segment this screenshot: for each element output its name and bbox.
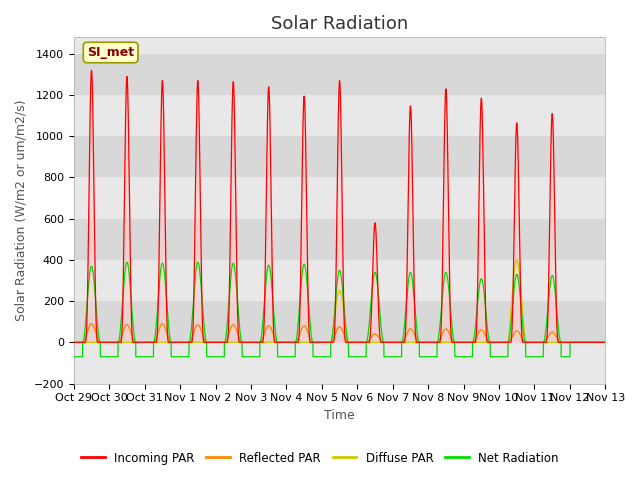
Bar — [74, 301, 605, 342]
Reflected PAR — [320, 339, 328, 345]
Legend: Incoming PAR, Reflected PAR, Diffuse PAR, Net Radiation: Incoming PAR, Reflected PAR, Diffuse PAR… — [76, 447, 564, 469]
Incoming PAR — [459, 339, 467, 345]
Text: SI_met: SI_met — [87, 46, 134, 59]
Diffuse PAR — [429, 339, 437, 345]
Title: Solar Radiation: Solar Radiation — [271, 15, 408, 33]
Net Radiation — [601, 339, 609, 345]
Bar — [74, 95, 605, 136]
Y-axis label: Solar Radiation (W/m2 or um/m2/s): Solar Radiation (W/m2 or um/m2/s) — [15, 100, 28, 321]
Incoming PAR — [489, 339, 497, 345]
Reflected PAR — [70, 339, 77, 345]
Line: Net Radiation: Net Radiation — [74, 262, 605, 357]
Reflected PAR — [459, 339, 467, 345]
Bar — [74, 178, 605, 219]
Bar — [74, 136, 605, 178]
X-axis label: Time: Time — [324, 409, 355, 422]
Bar — [74, 260, 605, 301]
Line: Incoming PAR: Incoming PAR — [74, 70, 605, 342]
Diffuse PAR — [319, 339, 327, 345]
Net Radiation — [320, 354, 328, 360]
Line: Reflected PAR: Reflected PAR — [74, 324, 605, 342]
Incoming PAR — [602, 339, 609, 345]
Net Radiation — [166, 332, 173, 337]
Net Radiation — [602, 339, 609, 345]
Bar — [74, 54, 605, 95]
Net Radiation — [489, 354, 497, 360]
Incoming PAR — [429, 339, 437, 345]
Bar — [74, 219, 605, 260]
Reflected PAR — [88, 321, 95, 327]
Diffuse PAR — [489, 339, 497, 345]
Reflected PAR — [602, 339, 609, 345]
Incoming PAR — [320, 339, 328, 345]
Net Radiation — [70, 354, 77, 360]
Diffuse PAR — [70, 339, 77, 345]
Incoming PAR — [70, 339, 77, 345]
Reflected PAR — [601, 339, 609, 345]
Reflected PAR — [166, 337, 173, 343]
Diffuse PAR — [513, 257, 520, 263]
Diffuse PAR — [459, 339, 467, 345]
Incoming PAR — [166, 339, 173, 345]
Incoming PAR — [88, 67, 95, 73]
Diffuse PAR — [166, 339, 173, 345]
Line: Diffuse PAR: Diffuse PAR — [74, 260, 605, 342]
Diffuse PAR — [602, 339, 609, 345]
Net Radiation — [429, 354, 437, 360]
Bar — [74, 342, 605, 384]
Incoming PAR — [601, 339, 609, 345]
Reflected PAR — [429, 339, 437, 345]
Diffuse PAR — [601, 339, 609, 345]
Net Radiation — [123, 259, 131, 265]
Net Radiation — [459, 354, 467, 360]
Reflected PAR — [489, 339, 497, 345]
